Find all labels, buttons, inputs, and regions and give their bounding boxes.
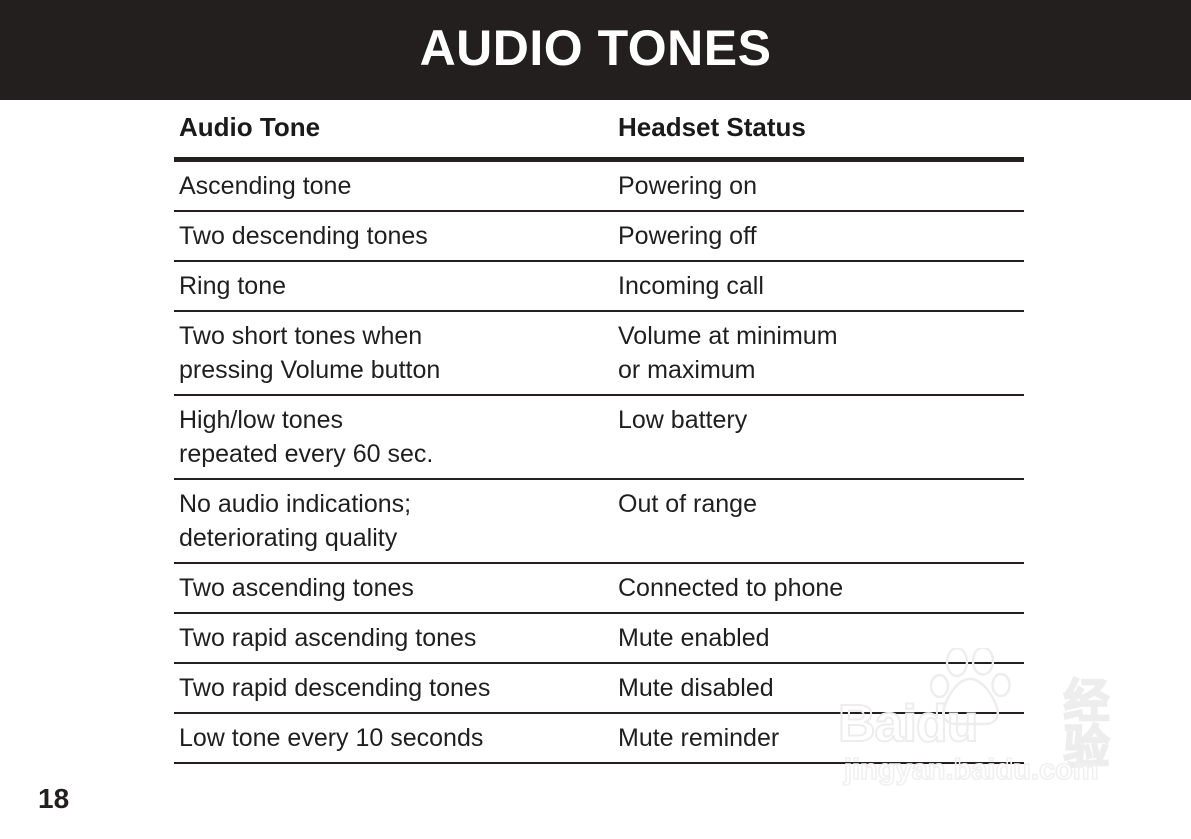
cell-line: or maximum xyxy=(618,356,756,384)
page-header-band: AUDIO TONES xyxy=(0,0,1191,100)
table-row: Two descending tones Powering off xyxy=(174,211,1024,262)
cell-line: Two descending tones xyxy=(179,222,428,250)
cell-line: pressing Volume button xyxy=(179,356,441,384)
cell-headset-status: Mute reminder xyxy=(613,713,1024,764)
cell-line: Incoming call xyxy=(618,272,764,300)
cell-line: Ring tone xyxy=(179,272,287,300)
cell-line: Powering on xyxy=(618,172,757,200)
cell-audio-tone: High/low tones repeated every 60 sec. xyxy=(174,395,613,480)
table-row: No audio indications; deteriorating qual… xyxy=(174,479,1024,564)
cell-headset-status: Out of range xyxy=(613,479,1024,564)
cell-headset-status: Powering on xyxy=(613,159,1024,212)
cell-line: deteriorating quality xyxy=(179,524,398,552)
cell-line: Two rapid ascending tones xyxy=(179,624,477,652)
cell-line: Mute disabled xyxy=(618,674,774,702)
cell-line: Mute reminder xyxy=(618,724,780,752)
cell-headset-status: Powering off xyxy=(613,211,1024,262)
cell-line: repeated every 60 sec. xyxy=(179,440,434,468)
cell-line: Low tone every 10 seconds xyxy=(179,724,484,752)
audio-tones-table-container: Audio Tone Headset Status Ascending tone… xyxy=(174,112,1024,764)
cell-headset-status: Incoming call xyxy=(613,261,1024,312)
cell-line: No audio indications; xyxy=(179,490,412,518)
table-body: Ascending tone Powering on Two descendin… xyxy=(174,159,1024,764)
cell-line: Out of range xyxy=(618,490,757,518)
cell-line: Powering off xyxy=(618,222,757,250)
cell-audio-tone: No audio indications; deteriorating qual… xyxy=(174,479,613,564)
cell-line: Volume at minimum xyxy=(618,322,838,350)
column-header-audio-tone: Audio Tone xyxy=(174,112,613,162)
cell-line: Two rapid descending tones xyxy=(179,674,491,702)
table-row: Two rapid ascending tones Mute enabled xyxy=(174,613,1024,664)
page-title: AUDIO TONES xyxy=(419,20,772,76)
baidu-jingyan-cn-text: 经验 xyxy=(1062,674,1110,774)
cell-line: Two ascending tones xyxy=(179,574,414,602)
cell-audio-tone: Two ascending tones xyxy=(174,563,613,614)
table-header-row: Audio Tone Headset Status xyxy=(174,112,1024,162)
cell-audio-tone: Ascending tone xyxy=(174,159,613,212)
cell-audio-tone: Two rapid ascending tones xyxy=(174,613,613,664)
cell-line: Mute enabled xyxy=(618,624,770,652)
cell-audio-tone: Ring tone xyxy=(174,261,613,312)
cell-line: High/low tones xyxy=(179,406,343,434)
audio-tones-table: Audio Tone Headset Status Ascending tone… xyxy=(174,112,1024,764)
page-number: 18 xyxy=(38,783,70,814)
cell-audio-tone: Two short tones when pressing Volume but… xyxy=(174,311,613,396)
cell-audio-tone: Low tone every 10 seconds xyxy=(174,713,613,764)
table-row: Two short tones when pressing Volume but… xyxy=(174,311,1024,396)
table-row: High/low tones repeated every 60 sec. Lo… xyxy=(174,395,1024,480)
cell-line: Ascending tone xyxy=(179,172,352,200)
cell-line: Low battery xyxy=(618,406,748,434)
cell-headset-status: Connected to phone xyxy=(613,563,1024,614)
table-row: Two rapid descending tones Mute disabled xyxy=(174,663,1024,714)
cell-line: Connected to phone xyxy=(618,574,844,602)
table-row: Low tone every 10 seconds Mute reminder xyxy=(174,713,1024,764)
table-header: Audio Tone Headset Status xyxy=(174,112,1024,162)
cell-headset-status: Low battery xyxy=(613,395,1024,480)
column-header-headset-status: Headset Status xyxy=(613,112,1024,162)
cell-audio-tone: Two rapid descending tones xyxy=(174,663,613,714)
cell-headset-status: Mute enabled xyxy=(613,613,1024,664)
cell-headset-status: Volume at minimum or maximum xyxy=(613,311,1024,396)
cell-audio-tone: Two descending tones xyxy=(174,211,613,262)
cell-headset-status: Mute disabled xyxy=(613,663,1024,714)
table-row: Two ascending tones Connected to phone xyxy=(174,563,1024,614)
cell-line: Two short tones when xyxy=(179,322,423,350)
table-row: Ring tone Incoming call xyxy=(174,261,1024,312)
table-row: Ascending tone Powering on xyxy=(174,159,1024,212)
